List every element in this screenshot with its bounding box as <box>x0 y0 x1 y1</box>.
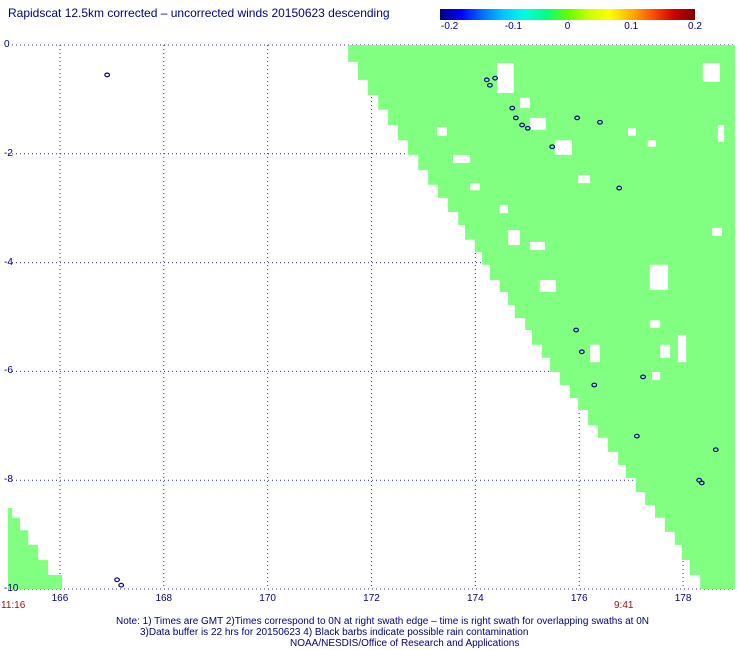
lat-tick-label: -2 <box>4 147 13 159</box>
colorbar <box>440 9 695 20</box>
lon-tick-label: 172 <box>363 593 380 604</box>
note-line-1: Note: 1) Times are GMT 2)Times correspon… <box>116 616 650 627</box>
rain-flag-mark <box>118 582 125 588</box>
no-data-cell <box>649 320 661 328</box>
no-data-cell <box>660 344 671 358</box>
rain-flag-mark <box>597 119 603 125</box>
swath-west <box>8 507 63 589</box>
rain-flag-mark <box>114 577 120 583</box>
lon-tick-label: 176 <box>570 593 588 604</box>
no-data-cell <box>554 140 572 155</box>
no-data-cell <box>470 183 481 191</box>
rain-flag-mark <box>492 75 498 81</box>
rain-flag-mark <box>509 105 516 111</box>
no-data-cell <box>529 117 546 130</box>
lon-tick-label: 168 <box>155 593 173 604</box>
lon-tick-label: 174 <box>467 593 484 604</box>
no-data-cell <box>508 229 521 246</box>
no-data-cell <box>628 128 636 136</box>
colorbar-tick-label: 0.1 <box>624 21 639 32</box>
colorbar-tick-label: 0 <box>564 21 571 32</box>
rain-flag-mark <box>591 382 598 388</box>
no-data-cell <box>712 227 723 236</box>
rain-flag-mark <box>486 82 493 88</box>
rain-flag-mark <box>574 115 581 121</box>
no-data-cell <box>702 62 720 82</box>
west-swath-time-label: 11:16 <box>1 600 26 611</box>
no-data-cell <box>497 62 514 93</box>
rain-flag-mark <box>616 185 623 191</box>
rain-flag-mark <box>573 327 579 333</box>
rain-flag-mark <box>633 433 640 439</box>
rain-flag-mark <box>578 349 585 355</box>
lat-tick-label: -8 <box>4 474 13 486</box>
rain-flag-mark <box>104 72 111 78</box>
no-data-cell <box>520 97 530 109</box>
rain-flag-mark <box>524 125 531 131</box>
plot-title: Rapidscat 12.5km corrected – uncorrected… <box>8 6 390 20</box>
lat-tick-label: -4 <box>4 256 13 268</box>
no-data-cell <box>499 204 509 214</box>
no-data-cell <box>539 280 556 292</box>
rain-flag-mark <box>512 115 519 121</box>
lon-tick-label: 166 <box>51 593 69 604</box>
credit-line: NOAA/NESDIS/Office of Research and Appli… <box>290 638 520 649</box>
lat-tick-label: -10 <box>4 583 19 594</box>
no-data-cell <box>578 175 591 184</box>
rain-flag-mark <box>519 122 525 128</box>
no-data-cell <box>590 344 600 363</box>
lon-tick-label: 178 <box>674 593 692 604</box>
colorbar-tick-label: 0.2 <box>688 21 702 32</box>
no-data-cell <box>453 154 471 164</box>
no-data-cell <box>647 140 657 147</box>
no-data-cell <box>677 334 687 363</box>
no-data-layer <box>436 62 725 381</box>
east-swath-time-label: 9:41 <box>614 600 634 611</box>
rain-flag-mark <box>549 144 556 150</box>
colorbar-tick-label: -0.2 <box>441 21 459 32</box>
rain-flag-mark <box>640 374 646 380</box>
swath-main <box>348 45 735 589</box>
no-data-cell <box>649 264 669 290</box>
no-data-cell <box>436 127 447 136</box>
rain-flag-layer <box>104 72 719 588</box>
rain-flag-mark <box>712 447 719 453</box>
colorbar-tick-label: -0.1 <box>504 21 522 32</box>
no-data-cell <box>651 371 661 381</box>
lat-tick-label: 0 <box>4 39 10 50</box>
rain-flag-mark <box>698 480 705 486</box>
lat-tick-label: -6 <box>4 365 13 377</box>
colorbar-gradient <box>440 9 695 20</box>
no-data-cell <box>717 124 725 142</box>
rain-flag-mark <box>483 77 490 83</box>
no-data-cell <box>529 241 545 251</box>
lon-tick-label: 170 <box>259 593 276 604</box>
swath-layer <box>8 45 735 589</box>
note-line-2: 3)Data buffer is 22 hrs for 20150623 4) … <box>140 627 529 638</box>
